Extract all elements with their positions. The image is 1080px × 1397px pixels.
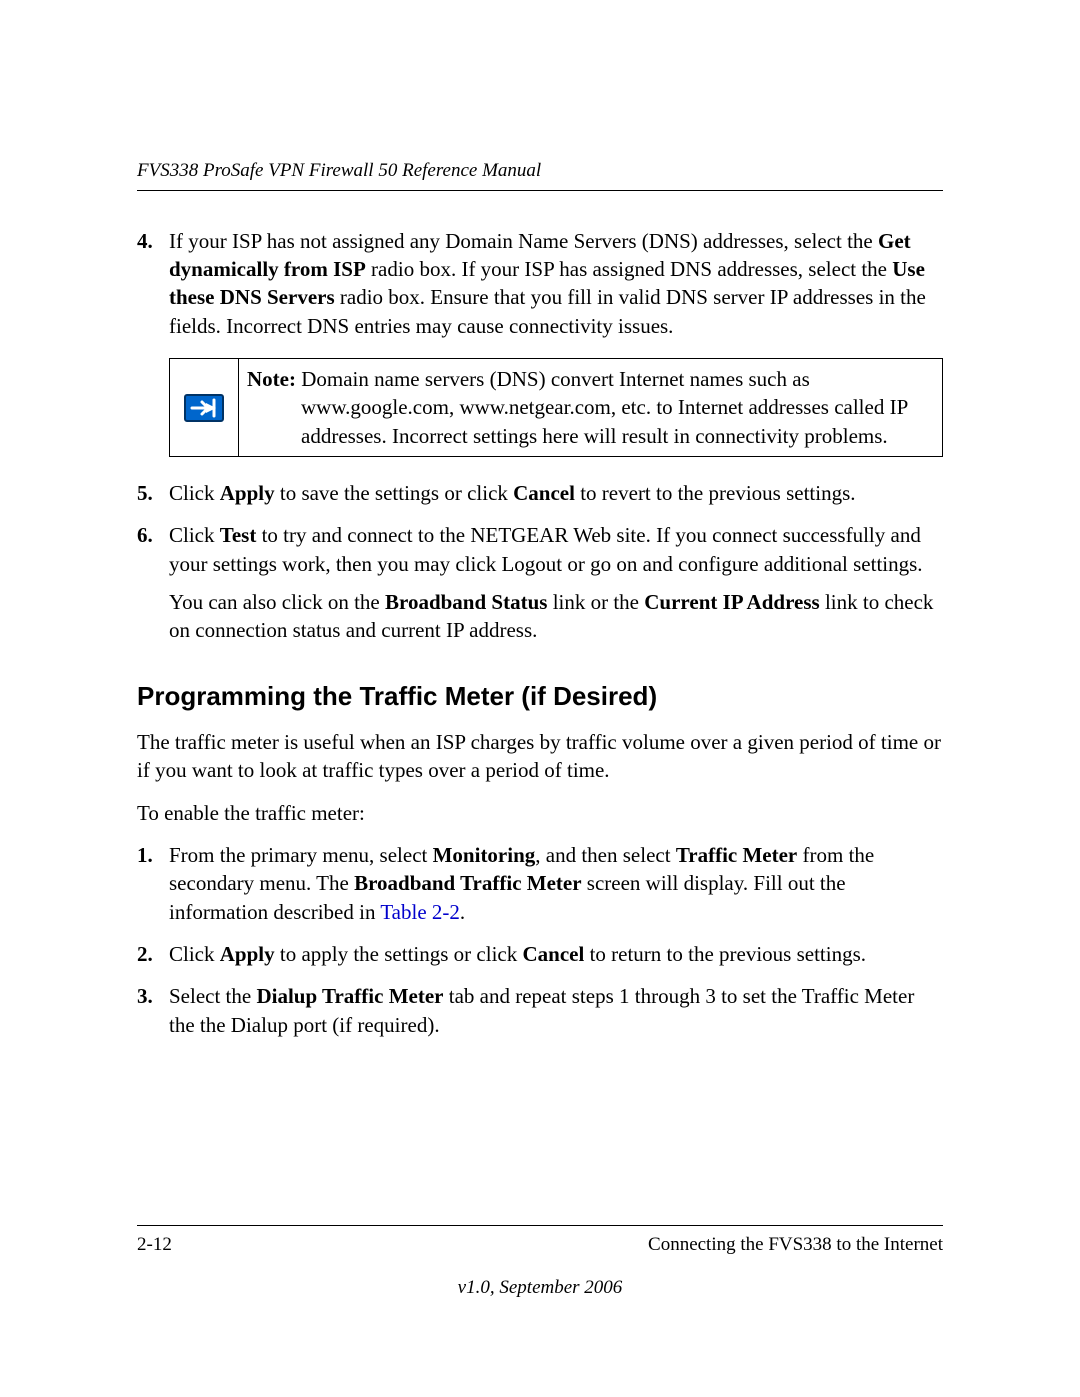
section-heading: Programming the Traffic Meter (if Desire… [137,679,943,714]
running-header: FVS338 ProSafe VPN Firewall 50 Reference… [137,158,943,191]
list-item: 2. Click Apply to apply the settings or … [137,940,943,968]
arrow-right-icon [184,394,224,422]
footer-version: v1.0, September 2006 [137,1275,943,1301]
list-number: 2. [137,940,153,968]
numbered-list-after-note: 5. Click Apply to save the settings or c… [137,479,943,645]
note-icon-cell [170,359,239,456]
chapter-title: Connecting the FVS338 to the Internet [648,1232,943,1258]
list-text: Select the Dialup Traffic Meter tab and … [169,984,914,1036]
page-number: 2-12 [137,1232,172,1258]
list-item: 4. If your ISP has not assigned any Doma… [137,227,943,340]
list-number: 6. [137,521,153,549]
list-text: Click Apply to save the settings or clic… [169,481,856,505]
document-page: FVS338 ProSafe VPN Firewall 50 Reference… [0,0,1080,1397]
numbered-list-top: 4. If your ISP has not assigned any Doma… [137,227,943,340]
section-intro: The traffic meter is useful when an ISP … [137,728,943,785]
list-text: From the primary menu, select Monitoring… [169,843,874,924]
note-body: Domain name servers (DNS) convert Intern… [296,367,907,448]
list-number: 3. [137,982,153,1010]
list-text: Click Apply to apply the settings or cli… [169,942,866,966]
list-text: If your ISP has not assigned any Domain … [169,229,926,338]
note-box: Note: Domain name servers (DNS) convert … [169,358,943,457]
list-text: Click Test to try and connect to the NET… [169,523,923,575]
list-item: 1. From the primary menu, select Monitor… [137,841,943,926]
section-lead-in: To enable the traffic meter: [137,799,943,827]
list-item: 3. Select the Dialup Traffic Meter tab a… [137,982,943,1039]
section-steps-list: 1. From the primary menu, select Monitor… [137,841,943,1039]
note-text: Note: Domain name servers (DNS) convert … [239,359,942,456]
list-item: 6. Click Test to try and connect to the … [137,521,943,644]
list-item: 5. Click Apply to save the settings or c… [137,479,943,507]
list-number: 1. [137,841,153,869]
page-footer: 2-12 Connecting the FVS338 to the Intern… [137,1225,943,1301]
footer-line: 2-12 Connecting the FVS338 to the Intern… [137,1225,943,1258]
list-continuation: You can also click on the Broadband Stat… [169,588,943,645]
list-number: 5. [137,479,153,507]
note-label: Note: [247,367,296,391]
list-number: 4. [137,227,153,255]
